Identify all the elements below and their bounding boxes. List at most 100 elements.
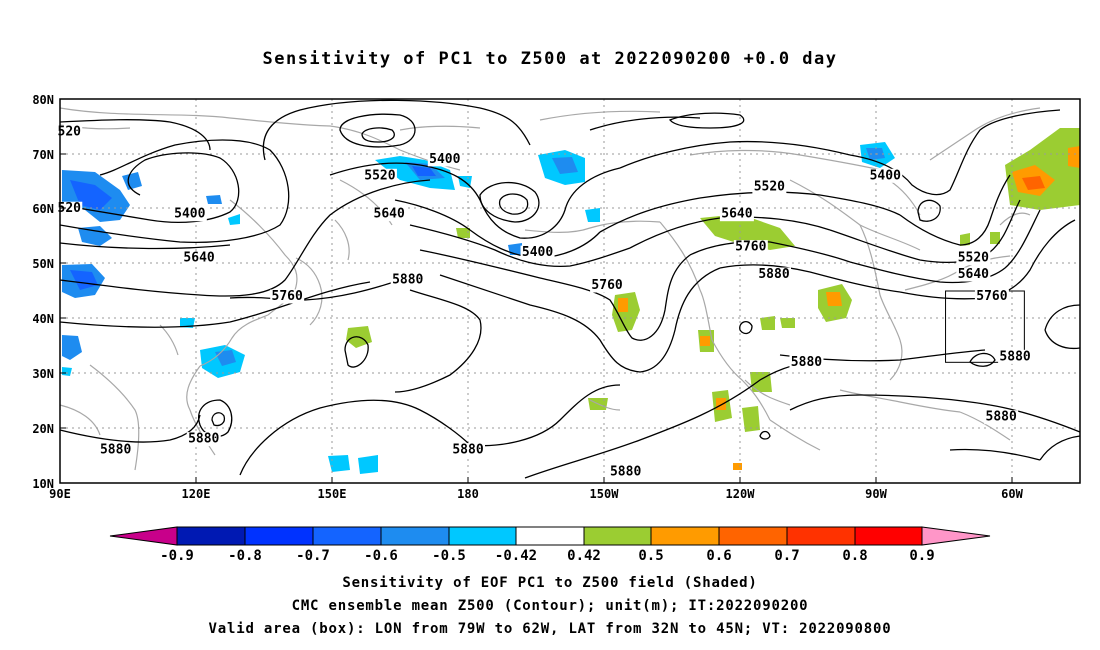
lon-label-150w: 150W: [590, 487, 620, 501]
contour-label-background: [757, 267, 791, 282]
lat-label-70n: 70N: [32, 148, 54, 162]
colorbar-label: 0.42: [567, 548, 601, 564]
colorbar-label: 0.5: [638, 548, 663, 564]
colorbar-swatch-1: [176, 526, 246, 546]
map-title: Sensitivity of PC1 to Z500 at 2022090200…: [262, 49, 838, 69]
colorbar-swatch-9: [718, 526, 788, 546]
lat-label-30n: 30N: [32, 367, 54, 381]
latitude-labels: 80N 70N 60N 50N 40N 30N 20N 10N: [32, 93, 54, 491]
contour-label-background: [998, 349, 1033, 364]
lat-label-40n: 40N: [32, 312, 54, 326]
contour-label: 520: [58, 124, 82, 139]
contour-label: 5880: [188, 432, 219, 447]
lon-label-150e: 150E: [318, 487, 347, 501]
map-ticks: [60, 153, 1013, 483]
colorbar-label: -0.42: [495, 548, 537, 564]
contour-label-background: [186, 432, 221, 447]
contour-label: 5640: [374, 207, 405, 222]
contour-label-background: [956, 267, 991, 282]
colorbar-swatch-7: [583, 526, 652, 546]
contour-label-background: [733, 240, 768, 255]
colorbar-swatch-8: [650, 526, 720, 546]
colorbar-label: 0.6: [706, 548, 731, 564]
contour-label-background: [520, 245, 555, 260]
contour-label: 5880: [791, 355, 822, 370]
colorbar-label: 0.9: [909, 548, 934, 564]
contour-label: 5880: [100, 443, 131, 458]
contour-label-background: [98, 443, 133, 458]
caption-line-1: Sensitivity of EOF PC1 to Z500 field (Sh…: [342, 575, 758, 591]
contour-label: 5640: [183, 251, 214, 266]
lat-label-80n: 80N: [32, 93, 54, 107]
contour-label: 5640: [721, 207, 752, 222]
colorbar-swatch-6: [515, 526, 585, 546]
contour-label: 5520: [958, 251, 989, 266]
caption-line-2: CMC ensemble mean Z500 (Contour); unit(m…: [291, 598, 809, 614]
colorbar-swatch-10: [786, 526, 856, 546]
contour-label: 5520: [364, 168, 395, 183]
contour-label: 5760: [272, 289, 303, 304]
map-border: [59, 98, 1081, 484]
lon-label-90e: 90E: [49, 487, 71, 501]
colorbar-label: 0.8: [842, 548, 867, 564]
contour-label: 5760: [976, 289, 1007, 304]
colorbar-swatch-4: [380, 526, 450, 546]
longitude-labels: 90E 120E 150E 180 150W 120W 90W 60W: [49, 487, 1023, 501]
lon-label-120e: 120E: [182, 487, 211, 501]
lat-label-20n: 20N: [32, 422, 54, 436]
contour-label: 5880: [452, 443, 483, 458]
contour-label: 5880: [999, 349, 1030, 364]
contour-label: 520: [58, 201, 82, 216]
contour-label: 5400: [870, 168, 901, 183]
lon-label-90w: 90W: [865, 487, 887, 501]
contour-label-background: [451, 443, 485, 458]
lon-label-60w: 60W: [1001, 487, 1023, 501]
contour-label-background: [56, 124, 83, 139]
contour-label-background: [789, 355, 824, 370]
colorbar-swatch-11: [854, 526, 923, 546]
contour-label: 5880: [986, 410, 1017, 425]
lat-label-10n: 10N: [32, 477, 54, 491]
contour-label-background: [590, 278, 625, 293]
contour-label-background: [172, 207, 207, 222]
contour-label-background: [608, 465, 643, 480]
colorbar-label: -0.8: [228, 548, 262, 564]
contour-label-background: [984, 410, 1019, 425]
contour-label: 5760: [735, 240, 766, 255]
contour-label: 5880: [610, 465, 641, 480]
contour-label: 5760: [591, 278, 622, 293]
contour-label: 5880: [392, 273, 423, 288]
contour-label: 5400: [522, 245, 553, 260]
contour-label: 5400: [174, 207, 205, 222]
contour-label-background: [390, 273, 425, 288]
contour-label-background: [56, 201, 83, 216]
colorbar-label: -0.6: [364, 548, 398, 564]
colorbar-label: 0.7: [774, 548, 799, 564]
lat-label-50n: 50N: [32, 257, 54, 271]
contour-label-background: [270, 289, 305, 304]
contour-label-background: [427, 152, 462, 167]
colorbar-swatch-5: [448, 526, 517, 546]
contour-label-background: [182, 251, 217, 266]
lat-label-60n: 60N: [32, 202, 54, 216]
contour-label-background: [868, 168, 903, 183]
lon-label-180: 180: [457, 487, 479, 501]
colorbar-label: -0.9: [160, 548, 194, 564]
colorbar: -0.9 -0.8 -0.7 -0.6 -0.5 -0.42 0.42 0.5 …: [109, 526, 991, 564]
contour-label-background: [372, 207, 407, 222]
contour-label-background: [974, 289, 1009, 304]
contour-label-background: [956, 251, 991, 266]
contour-label-background: [362, 168, 397, 183]
colorbar-label: -0.5: [432, 548, 466, 564]
colorbar-swatch-3: [312, 526, 382, 546]
colorbar-swatch-2: [244, 526, 314, 546]
contour-label: 5400: [429, 152, 460, 167]
caption-line-3: Valid area (box): LON from 79W to 62W, L…: [208, 621, 892, 637]
contour-label: 5640: [958, 267, 989, 282]
colorbar-label: -0.7: [296, 548, 330, 564]
contour-label: 5520: [754, 179, 785, 194]
contour-label-background: [752, 179, 787, 194]
